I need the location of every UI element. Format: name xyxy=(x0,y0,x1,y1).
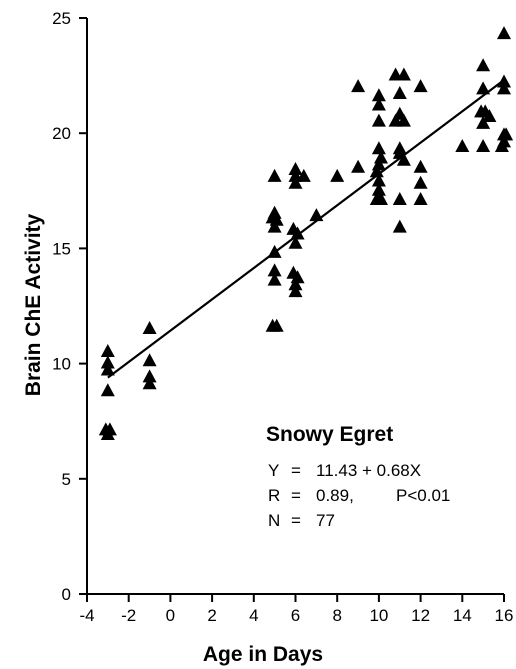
n-equals: = xyxy=(291,511,301,530)
regression-line-group xyxy=(107,79,505,379)
data-point-triangle xyxy=(392,86,407,99)
x-tick-label: 4 xyxy=(249,606,258,625)
data-point-triangle xyxy=(288,162,303,175)
data-point-triangle xyxy=(476,139,491,152)
data-points xyxy=(98,26,514,440)
y-ticks: 0 5 10 15 20 25 xyxy=(52,9,87,604)
data-point-triangle xyxy=(267,219,282,233)
equation-y-label: Y xyxy=(268,461,279,480)
data-point-triangle xyxy=(371,88,386,102)
x-tick-label: 10 xyxy=(369,606,388,625)
data-point-triangle xyxy=(269,318,284,332)
data-point-triangle xyxy=(497,81,511,95)
r-label: R xyxy=(268,486,280,505)
data-point-triangle xyxy=(494,139,509,152)
data-point-triangle xyxy=(396,113,411,127)
data-point-triangle xyxy=(455,139,470,152)
legend-annotation: Snowy Egret Y = 11.43 + 0.68X R = 0.89, … xyxy=(266,423,450,530)
y-tick-label: 10 xyxy=(52,355,71,374)
data-point-triangle xyxy=(413,192,428,205)
data-point-triangle xyxy=(288,277,303,291)
data-point-triangle xyxy=(288,175,303,189)
y-tick-label: 5 xyxy=(62,470,71,489)
data-point-triangle xyxy=(100,427,115,440)
data-point-triangle xyxy=(497,26,511,40)
data-point-triangle xyxy=(413,175,428,189)
data-point-triangle xyxy=(371,97,386,111)
x-tick-label: 16 xyxy=(495,606,514,625)
x-tick-label: 14 xyxy=(453,606,472,625)
data-point-triangle xyxy=(330,168,345,182)
axes xyxy=(86,18,504,595)
r-value: 0.89, xyxy=(316,486,354,505)
data-point-triangle xyxy=(142,321,157,334)
x-tick-label: 12 xyxy=(411,606,430,625)
data-point-triangle xyxy=(499,127,514,141)
data-point-triangle xyxy=(269,212,284,226)
data-point-triangle xyxy=(100,344,115,357)
x-tick-label: 8 xyxy=(332,606,341,625)
x-tick-label: -4 xyxy=(79,606,94,625)
data-point-triangle xyxy=(371,113,386,127)
data-point-triangle xyxy=(476,81,491,95)
data-point-triangle xyxy=(482,109,497,122)
x-tick-label: 6 xyxy=(291,606,300,625)
data-point-triangle xyxy=(413,79,428,93)
data-point-triangle xyxy=(351,159,366,173)
data-point-triangle xyxy=(288,284,303,298)
n-value: 77 xyxy=(316,511,335,530)
data-point-triangle xyxy=(374,192,388,205)
x-tick-label: 2 xyxy=(207,606,216,625)
data-point-triangle xyxy=(392,192,407,205)
y-tick-label: 15 xyxy=(52,239,71,258)
data-point-triangle xyxy=(476,115,491,129)
r-equals: = xyxy=(291,486,301,505)
data-point-triangle xyxy=(100,362,115,376)
p-value: P<0.01 xyxy=(396,486,450,505)
data-point-triangle xyxy=(476,58,491,72)
data-point-triangle xyxy=(392,219,407,233)
data-point-triangle xyxy=(396,152,411,166)
data-point-triangle xyxy=(100,355,115,369)
data-point-triangle xyxy=(396,67,411,81)
data-point-triangle xyxy=(413,159,428,173)
data-point-triangle xyxy=(288,235,303,249)
data-point-triangle xyxy=(267,168,282,182)
data-point-triangle xyxy=(290,226,305,240)
equation-equals: = xyxy=(291,461,301,480)
x-axis-title: Age in Days xyxy=(203,643,323,666)
data-point-triangle xyxy=(351,79,366,93)
x-tick-label: -2 xyxy=(121,606,136,625)
equation-rhs: 11.43 + 0.68X xyxy=(316,461,421,480)
data-point-triangle xyxy=(267,263,282,277)
y-tick-label: 20 xyxy=(52,124,71,143)
x-ticks: -4 -2 0 2 4 6 8 10 12 14 16 xyxy=(79,594,513,625)
data-point-triangle xyxy=(142,369,157,383)
x-tick-label: 0 xyxy=(166,606,175,625)
data-point-triangle xyxy=(142,376,157,390)
data-point-triangle xyxy=(309,208,324,222)
y-tick-label: 25 xyxy=(52,9,71,28)
data-point-triangle xyxy=(371,141,386,155)
y-tick-label: 0 xyxy=(62,585,71,604)
data-point-triangle xyxy=(267,272,282,286)
data-point-triangle xyxy=(296,168,311,182)
data-point-triangle xyxy=(371,182,386,196)
data-point-triangle xyxy=(142,353,157,367)
annotation-title: Snowy Egret xyxy=(266,423,393,446)
n-label: N xyxy=(268,511,280,530)
regression-line xyxy=(107,79,505,379)
data-point-triangle xyxy=(371,173,386,187)
y-axis-title: Brain ChE Activity xyxy=(22,213,45,396)
data-point-triangle xyxy=(100,383,115,397)
